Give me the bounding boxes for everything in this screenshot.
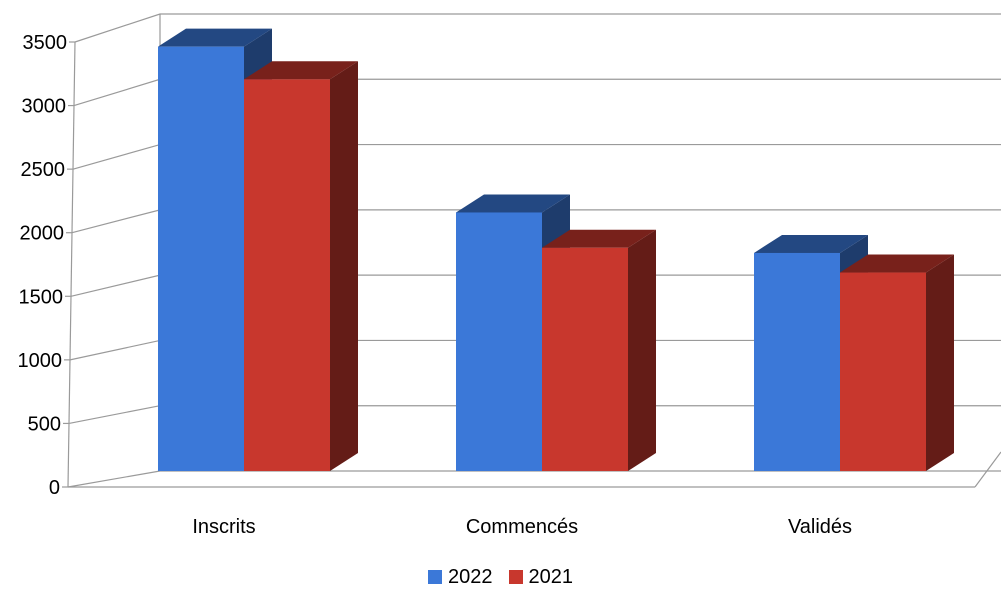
x-tick-label: Inscrits (192, 516, 255, 538)
bar-2021-Validés (840, 254, 954, 471)
y-tick-label: 2500 (21, 159, 66, 181)
x-tick-label: Validés (788, 516, 852, 538)
y-tick-label: 3000 (22, 96, 67, 118)
bar-top (840, 254, 954, 273)
y-tick-label: 3500 (23, 32, 68, 54)
legend-label: 2021 (528, 566, 574, 588)
y-tick-label: 2000 (20, 223, 65, 245)
floor-right-edge (974, 451, 1001, 488)
bar-top (754, 234, 868, 253)
legend-label: 2022 (448, 566, 493, 588)
bar-2021-Inscrits (244, 61, 358, 472)
bar-2021-Commencés (542, 229, 656, 471)
bar-side (330, 61, 358, 472)
x-tick-label: Commencés (466, 516, 578, 538)
bar-top (244, 61, 358, 80)
bar-top (542, 229, 656, 248)
bar-side (926, 254, 954, 471)
floor-back-edge (67, 470, 1001, 488)
bar-front (754, 252, 840, 471)
x-axis-labels: Inscrits Commencés Validés (192, 516, 852, 538)
y-axis-line (67, 41, 76, 488)
bar-front (456, 212, 542, 471)
legend-item: 2022 (428, 567, 493, 587)
legend-item: 2021 (508, 566, 574, 588)
y-tick-label: 0 (49, 477, 60, 499)
bar-side (628, 229, 656, 471)
legend: 2022 2021 (0, 566, 1001, 588)
legend-swatch (508, 570, 523, 584)
bar-top (158, 28, 272, 47)
bar-front (542, 247, 628, 471)
bar-front (158, 46, 244, 472)
bar-top (456, 194, 570, 213)
y-tick-label: 1000 (18, 350, 63, 372)
bar-front (840, 272, 926, 471)
y-tick-label: 1500 (19, 286, 64, 308)
y-axis-ticks: 0 500 1000 1500 2000 2500 3000 3500 (18, 32, 75, 499)
legend-swatch (428, 570, 442, 584)
bars (158, 28, 954, 472)
y-tick-label: 500 (28, 413, 61, 435)
bar-front (244, 79, 330, 472)
gridline (74, 13, 1001, 43)
